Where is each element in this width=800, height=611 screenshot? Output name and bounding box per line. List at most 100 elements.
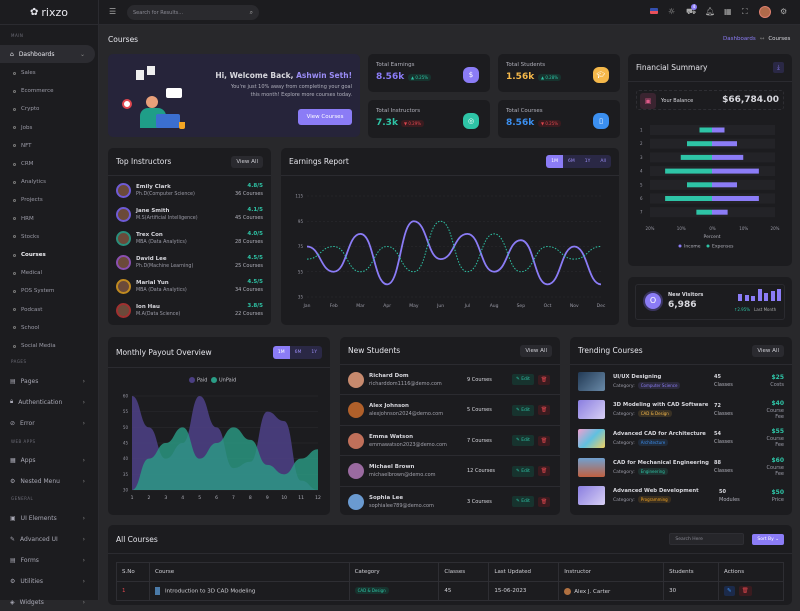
trending-course-row[interactable]: CAD for Mechanical Engineering Category: E… bbox=[570, 456, 792, 478]
brand-logo[interactable]: ✿ rixzo bbox=[0, 0, 98, 25]
delete-button[interactable]: 🗑︎ bbox=[537, 405, 551, 415]
edit-button[interactable]: ✎ Edit bbox=[512, 496, 534, 507]
instructor-avatar bbox=[116, 230, 131, 246]
range-6m-button[interactable]: 6M bbox=[568, 159, 575, 164]
view-courses-button[interactable]: View Courses bbox=[298, 109, 352, 125]
nav-label: Podcast bbox=[21, 306, 43, 313]
cart-icon[interactable]: ⛟ bbox=[686, 7, 697, 16]
trending-course-row[interactable]: UI/UX Designing Category: Computer Science… bbox=[570, 370, 792, 392]
menu-toggle-icon[interactable]: ☰ bbox=[109, 7, 117, 16]
instructor-row[interactable]: Trex Con MBA (Data Analytics) 4.0/5 28 Cour… bbox=[108, 228, 271, 248]
sidebar-item-school[interactable]: School bbox=[13, 325, 39, 331]
sidebar-item-courses[interactable]: Courses bbox=[13, 252, 46, 258]
instructor-row[interactable]: Marial Yun MBA (Data Analytics) 4.5/5 34 Co… bbox=[108, 276, 271, 296]
bar-expenses bbox=[687, 182, 712, 188]
sidebar-item-hrm[interactable]: HRM bbox=[13, 216, 34, 222]
fullscreen-icon[interactable]: ⛶ bbox=[742, 7, 748, 16]
bell-icon[interactable]: 🔔︎ bbox=[705, 7, 716, 16]
course-search-input[interactable]: Search Here bbox=[669, 533, 745, 545]
sidebar-item-apps[interactable]: ▦ Apps › bbox=[0, 451, 95, 469]
edit-button[interactable]: ✎ Edit bbox=[512, 404, 534, 416]
sidebar-item-analytics[interactable]: Analytics bbox=[13, 179, 46, 185]
sidebar-item-dashboards[interactable]: ⌂ Dashboards ⌄ bbox=[0, 45, 95, 63]
student-row[interactable]: Sophia Lee sophialee789@demo.com 3 Courses… bbox=[340, 487, 560, 515]
nav-label: Medical bbox=[21, 270, 43, 277]
search-bar[interactable]: Search for Results... ⌕ bbox=[127, 5, 259, 20]
trending-course-row[interactable]: 3D Modeling with CAD Software Category: CA… bbox=[570, 399, 792, 421]
delete-button[interactable]: 🗑︎ bbox=[537, 374, 551, 385]
sidebar-item-error[interactable]: ⊘ Error › bbox=[0, 414, 95, 432]
range-1m-button[interactable]: 1M bbox=[272, 345, 290, 359]
sidebar-item-crypto[interactable]: Crypto bbox=[13, 106, 39, 112]
edit-button[interactable]: ✎ bbox=[724, 586, 735, 596]
delete-button[interactable]: 🗑︎ bbox=[537, 466, 551, 476]
sidebar-item-forms[interactable]: ▤ Forms › bbox=[0, 551, 95, 569]
view-all-button[interactable]: View All bbox=[520, 344, 552, 357]
sidebar-item-projects[interactable]: Projects bbox=[13, 197, 43, 203]
breadcrumb-dashboards[interactable]: Dashboards bbox=[723, 36, 756, 42]
sidebar-item-ui-elements[interactable]: ▣ UI Elements › bbox=[0, 509, 95, 527]
sidebar-item-podcast[interactable]: Podcast bbox=[13, 307, 42, 313]
trending-courses-card: Trending Courses View All UI/UX Designing… bbox=[570, 337, 792, 515]
download-icon[interactable]: ⤓ bbox=[773, 62, 784, 73]
student-row[interactable]: Michael Brown michaelbrown@demo.com 12 Cou… bbox=[340, 457, 560, 487]
bar-expenses bbox=[680, 154, 712, 160]
view-all-button[interactable]: View All bbox=[752, 344, 784, 357]
sidebar-item-medical[interactable]: Medical bbox=[13, 270, 42, 276]
view-all-button[interactable]: View All bbox=[231, 155, 263, 168]
sidebar-item-ecommerce[interactable]: Ecommerce bbox=[13, 88, 54, 94]
range-6m-button[interactable]: 6M bbox=[294, 349, 302, 355]
y-tick-label: 3 bbox=[640, 155, 643, 160]
sun-icon[interactable]: ☼ bbox=[668, 7, 676, 16]
y-tick-label: 30 bbox=[123, 488, 129, 493]
search-icon[interactable]: ⌕ bbox=[249, 8, 253, 16]
delete-button[interactable]: 🗑︎ bbox=[738, 586, 752, 596]
sidebar-item-utilities[interactable]: ⚙ Utilities › bbox=[0, 572, 95, 590]
trending-course-row[interactable]: Advanced Web Development Category: Program… bbox=[570, 485, 792, 507]
sidebar-item-pages[interactable]: ▤ Pages › bbox=[0, 372, 95, 390]
sidebar-item-sales[interactable]: Sales bbox=[13, 70, 36, 76]
bullet-icon bbox=[13, 289, 16, 293]
us-flag-icon[interactable] bbox=[650, 8, 658, 14]
edit-button[interactable]: ✎ Edit bbox=[512, 435, 534, 446]
sidebar-item-crm[interactable]: CRM bbox=[13, 161, 33, 167]
sidebar-item-stocks[interactable]: Stocks bbox=[13, 234, 39, 240]
sidebar-item-social-media[interactable]: Social Media bbox=[13, 343, 56, 349]
sidebar-item-advanced-ui[interactable]: ✎ Advanced UI › bbox=[0, 530, 95, 548]
instructor-row[interactable]: Emily Clark Ph.D(Computer Science) 4.8/5 36… bbox=[108, 180, 271, 200]
range-1m-button[interactable]: 1M bbox=[546, 155, 564, 168]
gear-icon[interactable]: ⚙ bbox=[780, 7, 788, 16]
sidebar-item-authentication[interactable]: 🔒︎ Authentication › bbox=[0, 393, 95, 411]
apps-grid-icon[interactable]: ▦ bbox=[724, 7, 732, 16]
sidebar-item-nested-menu[interactable]: ⚙ Nested Menu › bbox=[0, 472, 95, 490]
range-1y-button[interactable]: 1Y bbox=[584, 159, 591, 164]
sidebar-item-jobs[interactable]: Jobs bbox=[13, 125, 32, 131]
instructor-row[interactable]: David Lee Ph.D(Machine Learning) 4.5/5 25 C… bbox=[108, 252, 271, 272]
student-row[interactable]: Alex Johnson alexjohnson2024@demo.com 5 Co… bbox=[340, 396, 560, 426]
ui-elements-icon: ▣ bbox=[10, 514, 16, 522]
sort-by-button[interactable]: Sort By ⌄ bbox=[752, 533, 784, 545]
nav-label: Nested Menu bbox=[20, 477, 60, 485]
delete-button[interactable]: 🗑︎ bbox=[537, 435, 551, 446]
bar-income bbox=[712, 127, 725, 133]
range-all-button[interactable]: All bbox=[600, 159, 606, 164]
delete-button[interactable]: 🗑︎ bbox=[537, 496, 551, 507]
course-thumbnail bbox=[578, 371, 605, 391]
range-1y-button[interactable]: 1Y bbox=[311, 349, 317, 355]
search-input[interactable]: Search for Results... bbox=[133, 9, 184, 16]
instructor-row[interactable]: Ion Hau M.A(Data Science) 3.8/5 22 Courses bbox=[108, 300, 271, 320]
user-avatar[interactable] bbox=[759, 6, 771, 18]
edit-button[interactable]: ✎ Edit bbox=[512, 465, 534, 477]
sidebar-item-nft[interactable]: NFT bbox=[13, 143, 32, 149]
edit-icon: ✎ bbox=[516, 468, 522, 474]
instructor-row[interactable]: Jane Smith M.S(Artificial Intelligence) 4.… bbox=[108, 204, 271, 224]
sidebar-item-widgets[interactable]: ◈ Widgets › bbox=[0, 593, 95, 611]
bullet-icon bbox=[13, 198, 16, 202]
student-row[interactable]: Emma Watson emmawatson2023@demo.com 7 Cour… bbox=[340, 426, 560, 456]
sidebar-item-pos-system[interactable]: POS System bbox=[13, 288, 54, 294]
home-icon: ⌂ bbox=[10, 50, 14, 58]
edit-button[interactable]: ✎ Edit bbox=[512, 374, 534, 385]
student-row[interactable]: Richard Dom richarddom1116@demo.com 9 Cour… bbox=[340, 365, 560, 395]
trending-course-row[interactable]: Advanced CAD for Architecture Category: Ar… bbox=[570, 427, 792, 449]
